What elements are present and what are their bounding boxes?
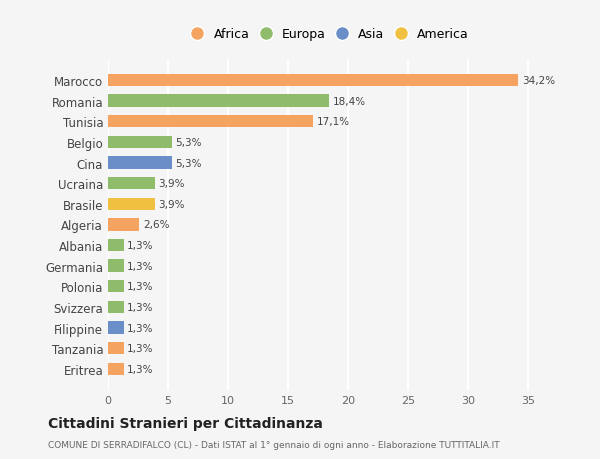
Text: 17,1%: 17,1%: [317, 117, 350, 127]
Text: 1,3%: 1,3%: [127, 343, 154, 353]
Text: 3,9%: 3,9%: [158, 199, 185, 209]
Bar: [108, 363, 124, 375]
Bar: [108, 342, 124, 354]
Bar: [108, 178, 155, 190]
Legend: Africa, Europa, Asia, America: Africa, Europa, Asia, America: [186, 23, 474, 46]
Text: 5,3%: 5,3%: [175, 138, 202, 148]
Text: 1,3%: 1,3%: [127, 302, 154, 312]
Text: 5,3%: 5,3%: [175, 158, 202, 168]
Bar: [108, 75, 518, 87]
Bar: [108, 198, 155, 211]
Text: Cittadini Stranieri per Cittadinanza: Cittadini Stranieri per Cittadinanza: [48, 416, 323, 430]
Text: 2,6%: 2,6%: [143, 220, 169, 230]
Text: 1,3%: 1,3%: [127, 241, 154, 251]
Bar: [108, 280, 124, 293]
Bar: [108, 136, 172, 149]
Text: 1,3%: 1,3%: [127, 261, 154, 271]
Bar: [108, 95, 329, 107]
Bar: [108, 239, 124, 252]
Bar: [108, 157, 172, 169]
Text: 1,3%: 1,3%: [127, 323, 154, 333]
Bar: [108, 301, 124, 313]
Text: 1,3%: 1,3%: [127, 282, 154, 291]
Bar: [108, 322, 124, 334]
Text: 1,3%: 1,3%: [127, 364, 154, 374]
Text: 34,2%: 34,2%: [522, 76, 555, 86]
Bar: [108, 116, 313, 128]
Bar: [108, 260, 124, 272]
Text: COMUNE DI SERRADIFALCO (CL) - Dati ISTAT al 1° gennaio di ogni anno - Elaborazio: COMUNE DI SERRADIFALCO (CL) - Dati ISTAT…: [48, 441, 500, 449]
Text: 3,9%: 3,9%: [158, 179, 185, 189]
Bar: [108, 219, 139, 231]
Text: 18,4%: 18,4%: [332, 96, 365, 106]
